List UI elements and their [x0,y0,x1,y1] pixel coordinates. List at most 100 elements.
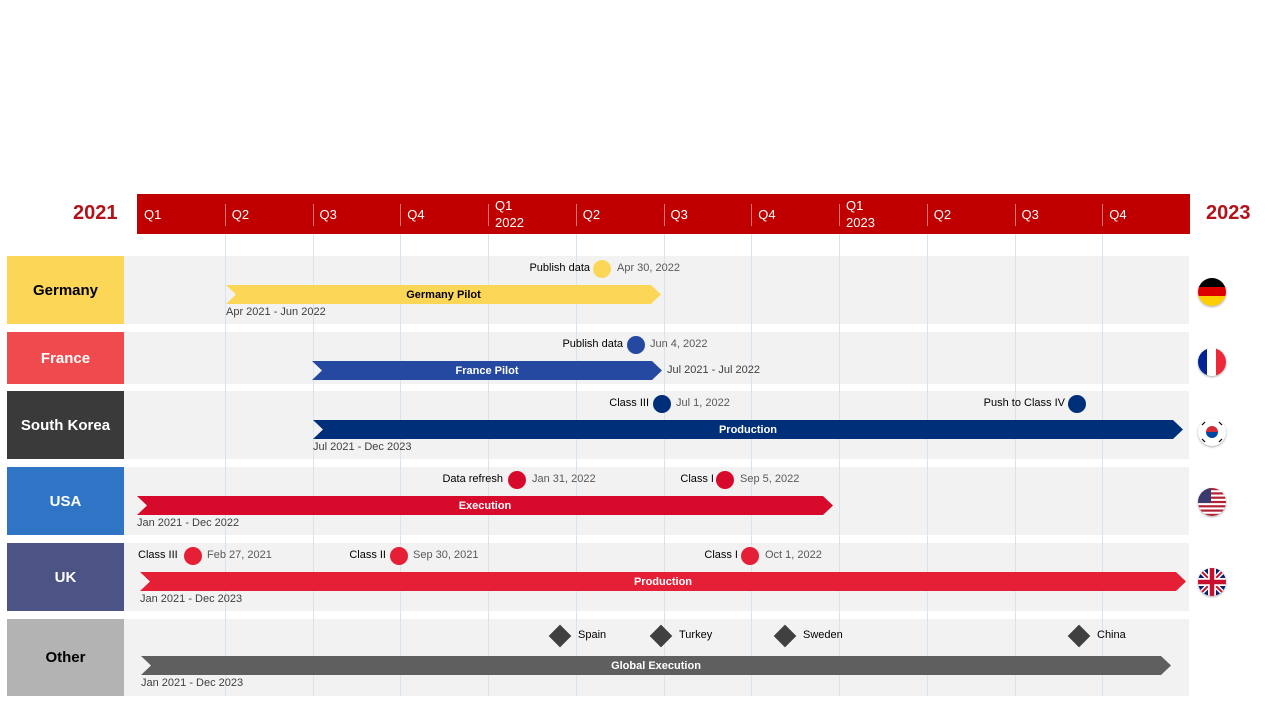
quarter-separator [927,204,928,226]
milestone-dot [593,260,611,278]
milestone-dot [1068,395,1086,413]
quarter-label: Q4 [400,194,488,234]
milestone-dot [741,547,759,565]
milestone-label: Class I [680,473,714,485]
quarter-name: Q1 [144,207,162,222]
bar-date-range: Jul 2021 - Dec 2023 [313,441,412,453]
quarter-separator [488,204,489,226]
quarter-separator [313,204,314,226]
quarter-gridline [1102,234,1103,696]
milestone-label: Class III [138,549,178,561]
south-korea-flag-icon [1198,418,1226,446]
germany-flag-icon [1198,278,1226,306]
quarter-label: Q2 [576,194,664,234]
bar-date-range: Jul 2021 - Jul 2022 [667,364,760,376]
usa-flag-icon [1198,488,1226,516]
quarter-label: Q3 [664,194,752,234]
quarter-year: 2022 [495,215,524,230]
quarter-separator [225,204,226,226]
quarter-name: Q3 [670,207,688,222]
quarter-separator [1015,204,1016,226]
quarter-name: Q3 [319,207,337,222]
usa-execution-bar: Execution [137,496,833,515]
quarter-label: Q2 [225,194,313,234]
quarter-name: Q2 [582,207,601,222]
quarter-gridline [664,234,665,696]
milestone-dot [653,395,671,413]
milestone-label: Publish data [529,262,590,274]
quarter-gridline [1015,234,1016,696]
milestone-label: Push to Class IV [983,397,1065,409]
milestone-dot [390,547,408,565]
row-label-usa: USA [7,467,124,535]
milestone-date: Sep 30, 2021 [413,549,479,561]
bar-date-range: Apr 2021 - Jun 2022 [226,306,326,318]
quarter-gridline [839,234,840,696]
south-korea-production-bar: Production [313,420,1183,439]
end-year: 2023 [1206,202,1251,224]
quarter-gridline [488,234,489,696]
quarter-gridline [927,234,928,696]
milestone-label: Sweden [803,629,843,641]
quarter-separator [664,204,665,226]
quarter-separator [576,204,577,226]
quarter-name: Q1 [846,198,864,213]
milestone-date: Jan 31, 2022 [532,473,596,485]
quarter-gridline [751,234,752,696]
milestone-date: Sep 5, 2022 [740,473,800,485]
quarter-label: Q2 [927,194,1015,234]
bar-date-range: Jan 2021 - Dec 2023 [141,677,244,689]
milestone-dot [184,547,202,565]
milestone-date: Jul 1, 2022 [676,397,730,409]
quarter-label: Q4 [1102,194,1190,234]
bar-date-range: Jan 2021 - Dec 2023 [140,593,243,605]
quarter-separator [751,204,752,226]
milestone-label: Class I [704,549,738,561]
milestone-dot [508,471,526,489]
milestone-dot [716,471,734,489]
quarter-label: Q1 2022 [488,194,576,234]
milestone-label: China [1097,629,1126,641]
quarter-name: Q4 [758,207,776,222]
quarter-separator [839,204,840,226]
quarter-gridline [225,234,226,696]
quarter-header: Q1 Q2 Q3 Q4 Q1 2022 Q2 Q3 Q4 Q1 2023 Q2 Q3 Q4 [137,194,1190,234]
quarter-name: Q4 [1109,207,1127,222]
uk-production-bar: Production [140,572,1186,591]
milestone-label: Class II [349,549,386,561]
row-label-germany: Germany [7,256,124,324]
quarter-name: Q1 [495,198,513,213]
milestone-label: Class III [609,397,649,409]
quarter-label: Q3 [1015,194,1103,234]
germany-pilot-bar: Germany Pilot [226,285,661,304]
france-pilot-bar: France Pilot [312,361,662,380]
milestone-date: Jun 4, 2022 [650,338,708,350]
quarter-separator [400,204,401,226]
row-label-france: France [7,332,124,384]
quarter-name: Q2 [231,207,250,222]
france-flag-icon [1198,348,1226,376]
row-label-other: Other [7,619,124,696]
milestone-date: Feb 27, 2021 [207,549,272,561]
row-label-uk: UK [7,543,124,611]
quarter-label: Q1 2023 [839,194,927,234]
quarter-gridline [400,234,401,696]
quarter-gridline [576,234,577,696]
milestone-dot [627,336,645,354]
milestone-label: Turkey [679,629,713,641]
row-label-south-korea: South Korea [7,391,124,459]
start-year: 2021 [73,202,118,224]
bar-date-range: Jan 2021 - Dec 2022 [137,517,240,529]
global-execution-bar: Global Execution [141,656,1171,675]
milestone-label: Publish data [562,338,623,350]
uk-flag-icon [1198,568,1226,596]
milestone-date: Oct 1, 2022 [765,549,822,561]
milestone-label: Data refresh [442,473,503,485]
milestone-date: Apr 30, 2022 [617,262,680,274]
quarter-label: Q1 [137,194,225,234]
milestone-label: Spain [578,629,607,641]
quarter-label: Q4 [751,194,839,234]
quarter-name: Q2 [933,207,952,222]
quarter-name: Q3 [1021,207,1039,222]
quarter-gridline [313,234,314,696]
